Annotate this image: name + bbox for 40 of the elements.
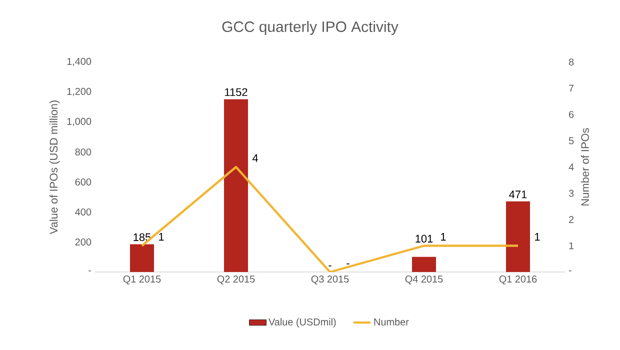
y2-tick-label: 2 (569, 216, 574, 223)
y-tick-label: 1,200 (67, 88, 92, 96)
legend-label: Value (USDmil) (268, 318, 336, 328)
y2-axis-title: Number of IPOs (580, 128, 589, 206)
y2-tick-label: 4 (568, 164, 574, 170)
y-tick-label: - (88, 270, 92, 272)
y-tick-label: 1,000 (67, 118, 92, 126)
y-tick-label: 600 (75, 178, 92, 186)
y2-tick-label: - (568, 270, 572, 272)
x-tick-label: Q1 2015 (123, 276, 161, 284)
data-label: 101 (416, 234, 433, 243)
x-tick-label: Q2 2015 (217, 276, 255, 284)
y-tick-label: 200 (75, 238, 92, 246)
data-label: - (346, 263, 350, 264)
data-label: 471 (509, 190, 527, 198)
bar (130, 244, 154, 272)
y2-tick-label: 5 (568, 137, 574, 144)
x-tick-label: Q4 2015 (405, 276, 443, 284)
y-tick-label: 800 (75, 148, 92, 156)
bar (224, 99, 248, 272)
legend-label: Number (374, 318, 409, 326)
x-tick-label: Q1 2016 (499, 276, 537, 284)
data-label: 1 (441, 233, 446, 241)
data-label: 1152 (225, 88, 248, 96)
y2-tick-label: 7 (569, 84, 574, 92)
y2-tick-label: 3 (568, 190, 574, 197)
bar (506, 201, 530, 272)
data-label: 1 (535, 233, 540, 241)
chart-title: GCC quarterly IPO Activity (222, 21, 398, 35)
data-label: 1 (159, 233, 164, 241)
x-tick-label: Q3 2015 (311, 276, 349, 284)
bar (412, 256, 436, 272)
y2-tick-label: 6 (569, 110, 574, 118)
y2-tick-label: 1 (569, 242, 574, 250)
y-tick-label: 400 (75, 208, 92, 216)
y-axis-title: Value of IPOs (USD million) (50, 100, 60, 234)
y-tick-label: 1,400 (67, 58, 92, 66)
data-label: - (328, 265, 332, 266)
data-label: 4 (252, 154, 258, 162)
y2-tick-label: 8 (568, 58, 574, 66)
